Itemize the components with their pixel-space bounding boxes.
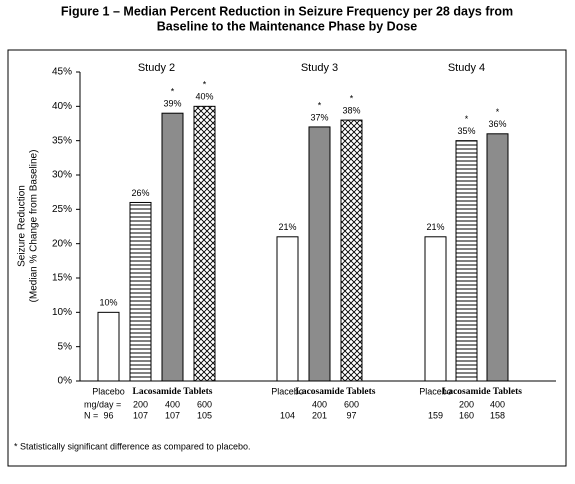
dose-label: 600 — [344, 399, 359, 409]
value-label: 21% — [426, 222, 444, 232]
value-label: 26% — [131, 188, 149, 198]
value-label: 21% — [278, 222, 296, 232]
y-tick-label: 15% — [52, 273, 72, 284]
n-label: 158 — [490, 410, 505, 420]
bar — [129, 201, 152, 382]
y-tick-label: 35% — [52, 135, 72, 146]
bar — [424, 236, 447, 382]
y-tick-label: 10% — [52, 307, 72, 318]
n-label: 105 — [197, 410, 212, 420]
row-label: N = — [84, 410, 98, 420]
dose-label: 200 — [133, 399, 148, 409]
drug-label: Lacosamide Tablets — [442, 387, 522, 397]
bar — [486, 133, 509, 382]
n-label: 97 — [346, 410, 356, 420]
n-label: 107 — [133, 410, 148, 420]
n-label: 160 — [459, 410, 474, 420]
group-title: Study 4 — [448, 62, 485, 74]
bar — [161, 112, 184, 382]
value-label: 39% — [163, 99, 181, 109]
y-tick-label: 20% — [52, 238, 72, 249]
group-title: Study 3 — [301, 62, 338, 74]
value-label: 36% — [488, 119, 506, 129]
significance-marker: * — [496, 107, 500, 117]
y-axis-label: (Median % Change from Baseline) — [29, 150, 40, 303]
significance-marker: * — [318, 100, 322, 110]
significance-marker: * — [203, 80, 207, 90]
bar — [276, 236, 299, 382]
y-tick-label: 30% — [52, 170, 72, 181]
dose-label: 400 — [165, 399, 180, 409]
n-label: 96 — [103, 410, 113, 420]
chart-title: Baseline to the Maintenance Phase by Dos… — [157, 19, 418, 33]
y-tick-label: 0% — [58, 376, 73, 387]
n-label: 107 — [165, 410, 180, 420]
value-label: 38% — [342, 105, 360, 115]
chart-frame — [7, 49, 567, 467]
drug-label: Lacosamide Tablets — [296, 387, 376, 397]
placebo-label: Placebo — [419, 386, 452, 396]
value-label: 37% — [310, 112, 328, 122]
row-label: mg/day = — [84, 399, 121, 409]
y-tick-label: 40% — [52, 101, 72, 112]
drug-label: Lacosamide Tablets — [133, 387, 213, 397]
y-axis-label: Seizure Reduction — [17, 185, 28, 267]
bar — [97, 311, 120, 382]
chart-title: Figure 1 – Median Percent Reduction in S… — [61, 4, 513, 18]
value-label: 35% — [457, 126, 475, 136]
y-tick-label: 5% — [58, 341, 73, 352]
y-tick-label: 25% — [52, 204, 72, 215]
significance-marker: * — [171, 87, 175, 97]
value-label: 40% — [195, 92, 213, 102]
placebo-label: Placebo — [92, 386, 125, 396]
placebo-label: Placebo — [271, 386, 304, 396]
dose-label: 200 — [459, 399, 474, 409]
value-label: 10% — [99, 298, 117, 308]
significance-marker: * — [350, 93, 354, 103]
group-title: Study 2 — [138, 62, 175, 74]
n-label: 104 — [280, 410, 295, 420]
dose-label: 600 — [197, 399, 212, 409]
footnote: * Statistically significant difference a… — [14, 441, 250, 451]
y-tick-label: 45% — [52, 67, 72, 78]
dose-label: 400 — [490, 399, 505, 409]
bar — [193, 105, 216, 382]
significance-marker: * — [465, 114, 469, 124]
bar — [455, 140, 478, 382]
n-label: 201 — [312, 410, 327, 420]
bar — [340, 119, 363, 382]
n-label: 159 — [428, 410, 443, 420]
dose-label: 400 — [312, 399, 327, 409]
bar — [308, 126, 331, 382]
